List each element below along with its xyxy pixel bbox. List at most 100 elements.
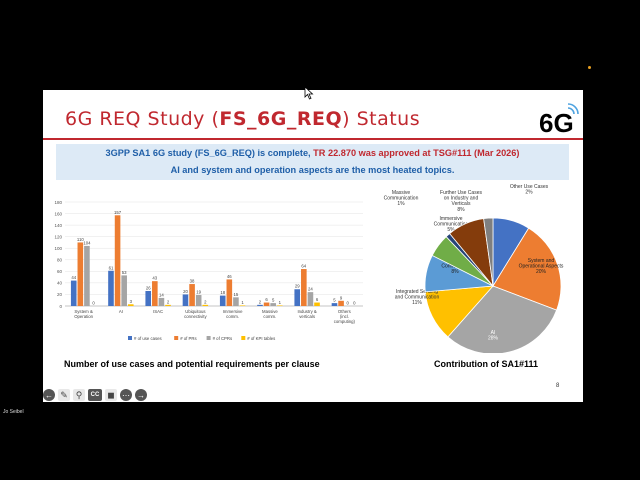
- data-label: 3: [130, 299, 133, 304]
- presenter-name: Jo Seibel: [3, 409, 24, 415]
- x-tick-line: System &: [74, 309, 93, 314]
- bar: [165, 304, 171, 306]
- data-label: 9: [340, 295, 343, 300]
- bar: [195, 295, 202, 306]
- bar: [158, 297, 165, 306]
- legend-label: # of KPI tables: [247, 336, 275, 341]
- x-tick-line: (incl.: [340, 314, 349, 319]
- data-label: 6: [316, 297, 319, 302]
- pie-label-line: 8%: [507, 204, 515, 210]
- more-icon[interactable]: ⋯: [120, 389, 132, 401]
- pie-label-line: Integrated Sensing: [396, 289, 438, 295]
- x-tick-line: Immersive: [223, 309, 243, 314]
- pie-label-line: System and: [528, 258, 555, 264]
- legend-label: # of CPRs: [213, 336, 233, 341]
- search-icon[interactable]: ⚲: [73, 389, 85, 401]
- pie-label-line: and Communication: [395, 295, 440, 301]
- bar: [301, 269, 307, 306]
- data-label: 20: [183, 289, 188, 294]
- bar: [108, 270, 114, 306]
- data-label: 61: [109, 265, 114, 270]
- data-label: 6: [265, 297, 268, 302]
- y-tick-label: 0: [59, 304, 62, 309]
- pie-label: Integrated Sensing and Communication 11%: [395, 289, 440, 306]
- pie-label-line: 11%: [412, 300, 422, 306]
- bar: [219, 295, 226, 306]
- summary-banner: 3GPP SA1 6G study (FS_6G_REQ) is complet…: [56, 144, 569, 180]
- pie-label: System and Operational Aspects 20%: [519, 258, 564, 275]
- x-tick-line: Ubiquitous: [185, 309, 205, 314]
- x-tick-label: Immersive comm.: [223, 309, 243, 319]
- data-label: 0: [346, 301, 349, 306]
- bar: [233, 297, 239, 306]
- pie-label-line: Massive: [392, 190, 411, 196]
- pie-label-line: 8%: [457, 207, 465, 213]
- pie-label-line: Other Use Cases: [510, 184, 549, 190]
- pie-chart: TR 8% System and Operational Aspects 20% AI 28…: [384, 184, 564, 353]
- 6g-logo: 6G: [539, 103, 579, 136]
- pie-slice: [447, 285, 558, 353]
- data-label: 2: [259, 299, 262, 304]
- x-tick-label: Massive comm.: [262, 309, 278, 319]
- pie-label-line: Operational Aspects: [519, 264, 564, 270]
- bar: [263, 302, 270, 306]
- bar: [276, 305, 283, 306]
- bar-chart: 020406080100120140160180441101040System …: [54, 200, 363, 341]
- bar-chart-caption: Number of use cases and potential requir…: [64, 359, 320, 369]
- data-label: 46: [227, 274, 232, 279]
- legend-swatch: [174, 336, 179, 340]
- pie-label-line: Verticals: [452, 201, 471, 207]
- back-icon[interactable]: ←: [43, 389, 55, 401]
- bar: [294, 289, 301, 306]
- x-tick-line: Operation: [74, 314, 93, 319]
- pie-label-line: 28%: [488, 336, 499, 342]
- legend-swatch: [206, 336, 211, 340]
- captions-icon[interactable]: CC: [88, 389, 102, 401]
- bar: [189, 284, 195, 306]
- data-label: 0: [92, 301, 95, 306]
- legend-label: # of PRs: [180, 336, 196, 341]
- bar: [338, 300, 344, 306]
- banner-line-1: 3GPP SA1 6G study (FS_6G_REQ) is complet…: [105, 148, 520, 158]
- x-tick-line: Others: [338, 309, 351, 314]
- bar: [270, 303, 276, 306]
- x-tick-line: Industry &: [297, 309, 316, 314]
- pie-chart-caption: Contribution of SA1#111: [434, 359, 539, 369]
- data-label: 5: [333, 298, 336, 303]
- page-number: 8: [556, 383, 560, 389]
- data-label: 2: [204, 299, 207, 304]
- mouse-cursor-icon: [304, 86, 314, 100]
- bar: [84, 245, 90, 306]
- recording-indicator: [588, 66, 591, 69]
- pen-icon[interactable]: ✎: [58, 389, 70, 401]
- data-label: 0: [353, 301, 356, 306]
- data-label: 53: [122, 270, 127, 275]
- data-label: 1: [279, 300, 282, 305]
- x-tick-line: comm.: [226, 314, 239, 319]
- y-tick-label: 140: [54, 223, 62, 228]
- y-tick-label: 60: [57, 269, 63, 274]
- y-tick-label: 160: [54, 211, 62, 216]
- pie-label: TR 8%: [507, 198, 515, 210]
- y-tick-label: 80: [57, 258, 63, 263]
- y-tick-label: 20: [57, 292, 63, 297]
- data-label: 43: [152, 276, 157, 281]
- bar: [239, 305, 246, 306]
- pie-label-line: 8%: [451, 269, 459, 275]
- pie-label-line: AI: [491, 330, 496, 336]
- x-tick-label: ISAC: [153, 309, 163, 314]
- pie-label: Immersive Communication 5%: [434, 216, 469, 233]
- camera-icon[interactable]: ◼: [105, 389, 117, 401]
- forward-icon[interactable]: →: [135, 389, 147, 401]
- bar: [114, 215, 121, 306]
- data-label: 1: [241, 300, 244, 305]
- y-tick-label: 40: [57, 281, 63, 286]
- x-tick-label: Industry & verticals: [297, 309, 316, 319]
- data-label: 2: [167, 299, 170, 304]
- x-tick-line: connectivity: [184, 314, 207, 319]
- data-label: 15: [234, 292, 239, 297]
- data-label: 104: [83, 240, 91, 245]
- data-label: 18: [220, 290, 225, 295]
- data-label: 5: [272, 298, 275, 303]
- bar: [314, 302, 320, 306]
